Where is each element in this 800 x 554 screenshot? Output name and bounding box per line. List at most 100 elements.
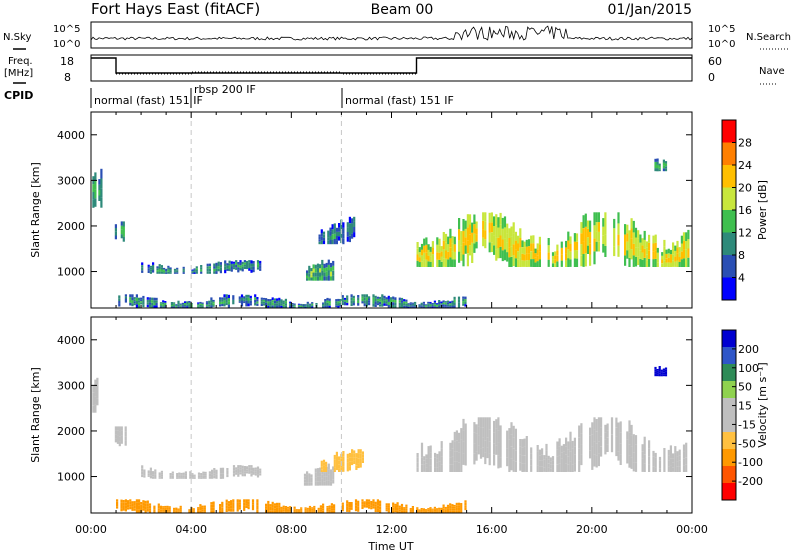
power-cell — [637, 230, 640, 239]
velocity-cell — [197, 477, 201, 479]
power-cell — [565, 240, 568, 248]
velocity-cell — [243, 499, 246, 503]
power-cell — [473, 233, 476, 244]
velocity-cell — [327, 469, 330, 475]
velocity-cell — [322, 506, 325, 509]
velocity-colorbar-swatch-6 — [722, 381, 736, 398]
power-cell — [328, 303, 331, 306]
power-cell — [310, 274, 313, 278]
power-cell — [235, 262, 238, 265]
power-cell — [517, 251, 520, 260]
power-cell — [282, 300, 285, 303]
power-cell — [201, 306, 204, 308]
power-cell — [329, 276, 333, 281]
velocity-cell — [433, 509, 436, 512]
power-cell — [195, 268, 198, 271]
velocity-cell — [200, 474, 203, 476]
power-cell — [442, 240, 445, 250]
power-cell — [665, 249, 668, 254]
velocity-cell — [508, 450, 511, 461]
power-cell — [381, 294, 384, 298]
power-cell — [387, 298, 390, 302]
power-cell — [582, 215, 585, 229]
velocity-cell — [359, 458, 362, 463]
power-cell — [297, 306, 301, 308]
power-cell — [343, 297, 347, 300]
power-cell — [158, 271, 161, 274]
velocity-cell — [357, 509, 360, 512]
power-cell — [453, 305, 456, 308]
power-cell — [94, 198, 97, 207]
power-cell — [280, 299, 283, 302]
power-cell — [497, 237, 500, 248]
velocity-cell — [676, 461, 679, 467]
velocity-cell — [549, 468, 552, 472]
velocity-cell — [536, 465, 539, 472]
power-cell — [658, 163, 661, 166]
power-cell — [304, 306, 307, 308]
velocity-cell — [667, 460, 670, 467]
velocity-cell — [560, 445, 563, 453]
velocity-cell — [357, 506, 360, 510]
velocity-cell — [175, 510, 178, 512]
power-cell — [427, 255, 430, 262]
power-cell — [215, 271, 218, 274]
power-cell — [269, 301, 272, 304]
power-cell — [405, 299, 408, 302]
power-cell — [536, 261, 539, 267]
power-cell — [597, 241, 600, 252]
velocity-cell — [484, 429, 487, 441]
velocity-cell — [370, 503, 373, 506]
power-cell — [254, 297, 257, 300]
velocity-cell — [429, 465, 432, 472]
power-cell — [464, 304, 467, 307]
power-cell — [648, 234, 651, 243]
power-cell — [322, 241, 326, 245]
power-cell — [278, 305, 281, 308]
velocity-cell — [479, 438, 483, 449]
power-cell — [276, 305, 279, 308]
velocity-cell — [656, 374, 659, 377]
velocity-cell — [138, 509, 141, 513]
power-cell — [423, 259, 426, 267]
velocity-cell — [118, 431, 121, 437]
power-cell — [682, 258, 686, 267]
velocity-colorbar-tick-5: -50 — [738, 437, 756, 450]
power-cell — [246, 262, 249, 265]
velocity-cell — [335, 456, 338, 461]
velocity-cell — [326, 509, 329, 512]
power-cell — [536, 243, 539, 250]
power-cell — [302, 306, 305, 307]
velocity-cell — [403, 510, 406, 512]
power-cell — [662, 159, 665, 163]
power-cell — [200, 269, 203, 272]
velocity-cell — [658, 373, 661, 377]
velocity-cell — [96, 384, 99, 392]
velocity-cell — [213, 470, 216, 474]
power-cell — [530, 251, 533, 260]
power-cell — [508, 247, 511, 258]
power-cell — [322, 306, 325, 308]
velocity-cell — [652, 461, 655, 467]
power-cell — [392, 305, 395, 308]
power-cell — [680, 243, 683, 252]
power-cell — [449, 304, 452, 307]
velocity-cell — [321, 471, 324, 475]
power-cell — [449, 247, 452, 258]
power-cell — [632, 255, 635, 267]
power-cell — [320, 236, 323, 241]
power-cell — [403, 301, 406, 304]
velocity-colorbar-tick-7: -200 — [738, 475, 763, 488]
power-cell — [425, 244, 428, 253]
noise-right-tick-bottom: 10^0 — [708, 39, 735, 50]
power-cell — [661, 263, 664, 267]
velocity-cell — [133, 501, 136, 504]
power-cell — [135, 301, 138, 305]
velocity-cell — [460, 510, 463, 513]
velocity-cell — [425, 463, 428, 468]
power-cell — [534, 262, 537, 267]
power-cell — [525, 260, 528, 267]
power-cell — [547, 252, 550, 260]
velocity-cell — [641, 444, 644, 452]
velocity-cell — [159, 505, 163, 508]
